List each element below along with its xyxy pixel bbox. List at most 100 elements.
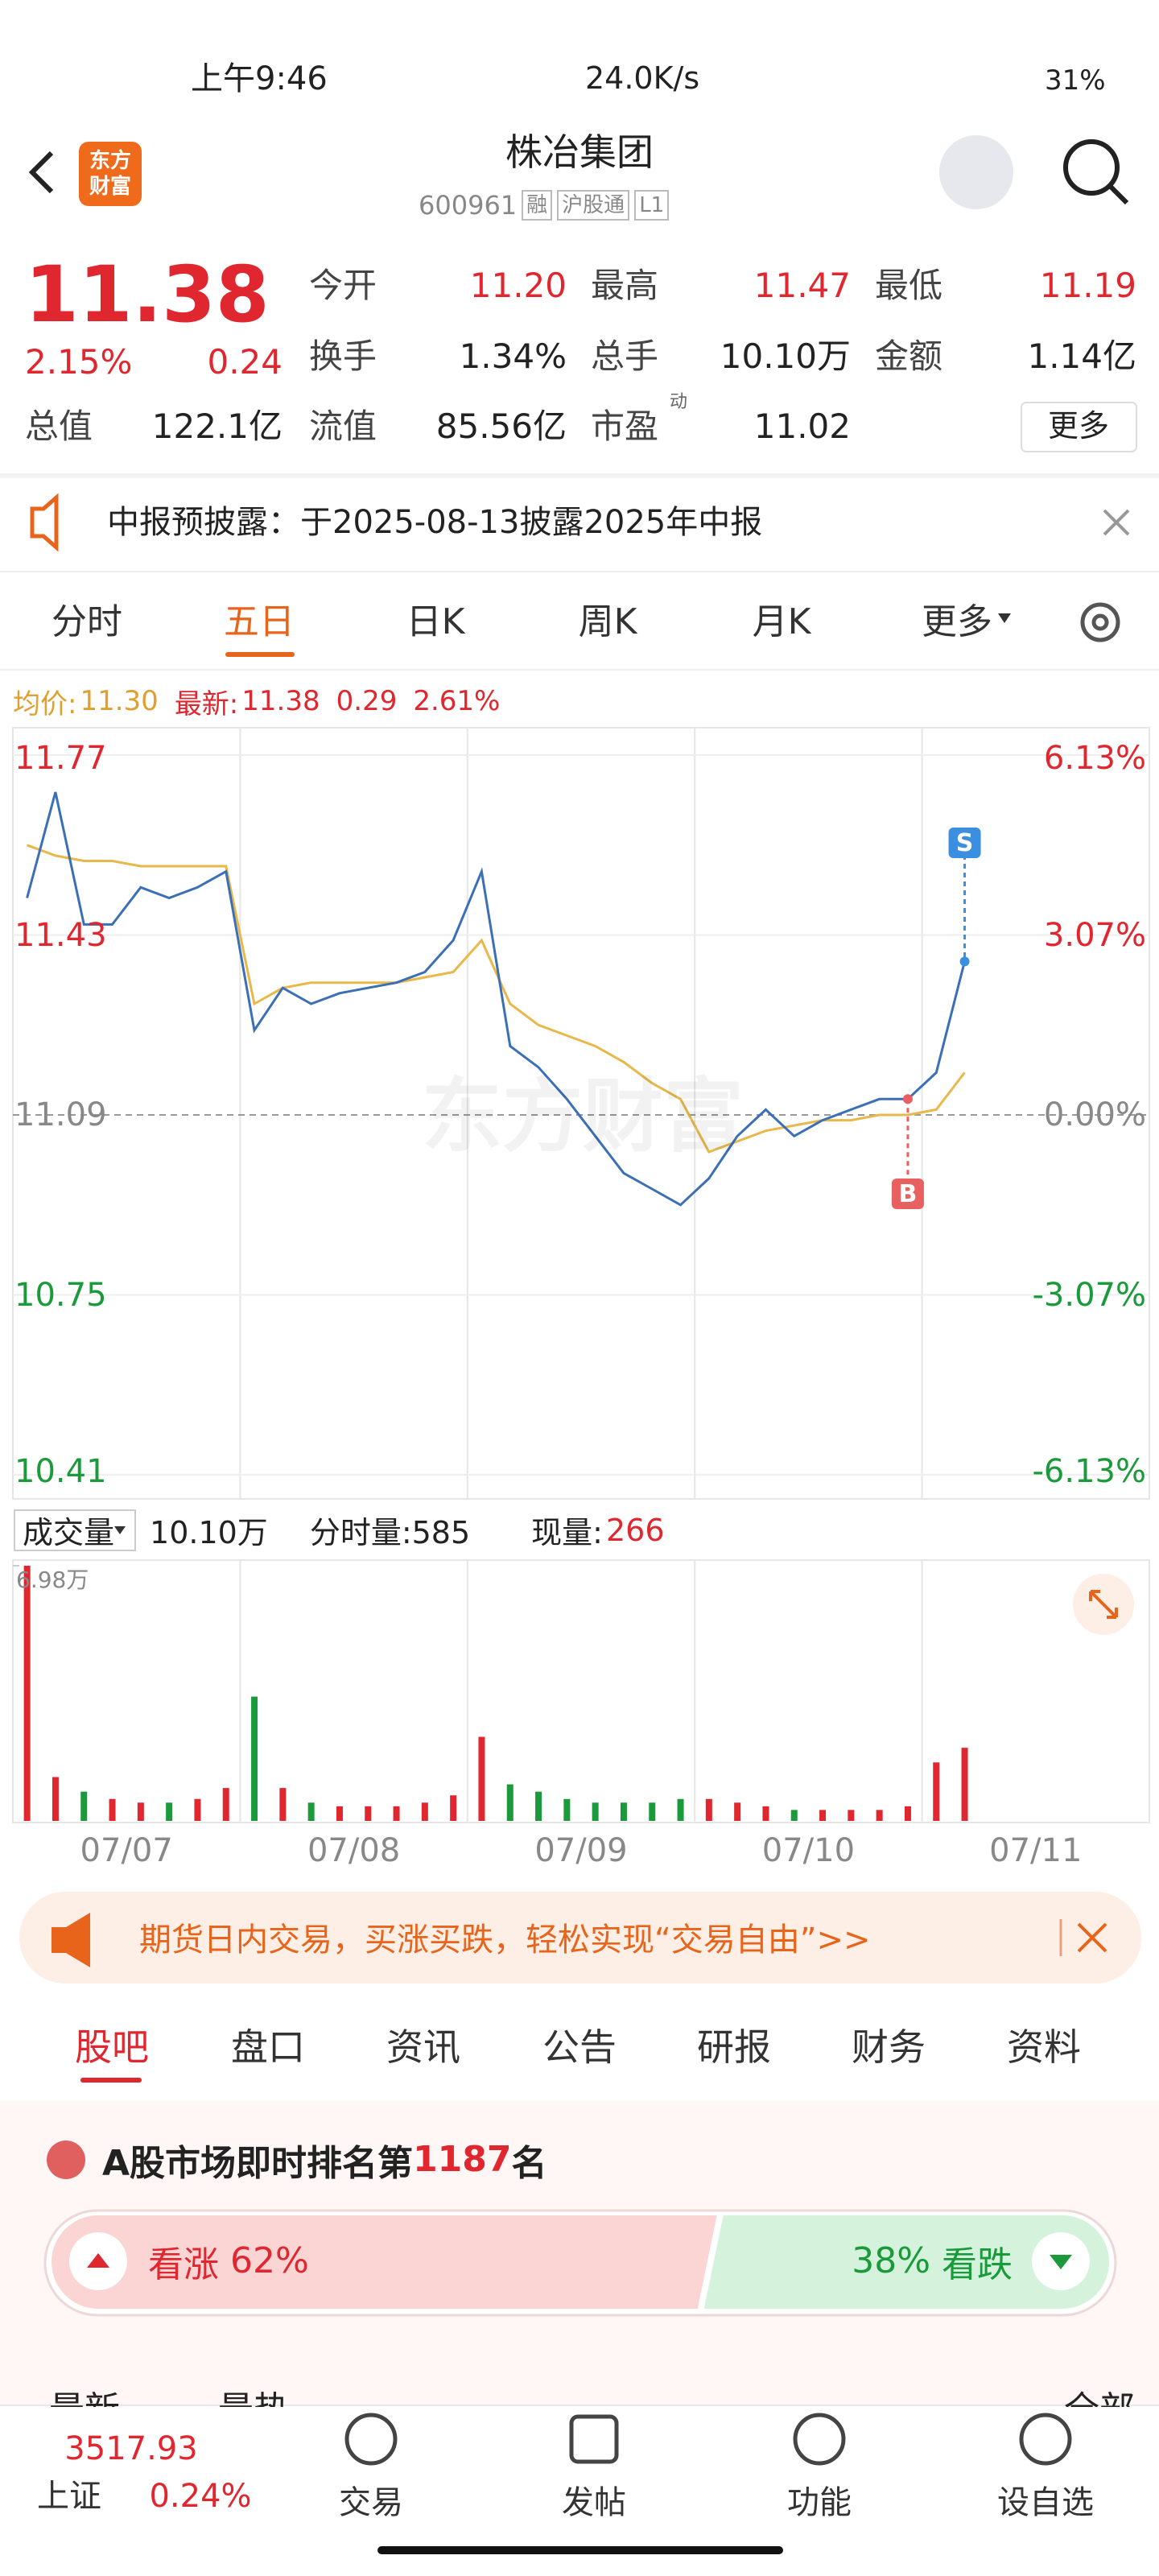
field-label: 流值 <box>309 406 377 446</box>
volume-bar <box>535 1791 542 1821</box>
nav-label[interactable]: 设自选 <box>997 2484 1094 2521</box>
field-value: 11.20 <box>469 265 567 305</box>
volume-bar <box>677 1798 684 1821</box>
x-date-label: 07/07 <box>80 1832 173 1869</box>
stock-tag: 沪股通 <box>557 189 630 221</box>
current-volume: 266 <box>605 1512 665 1548</box>
nav-label[interactable]: 交易 <box>339 2484 403 2521</box>
avg-label: 均价: <box>13 687 77 720</box>
volume-selector[interactable] <box>14 1509 136 1551</box>
bear-bar <box>703 2215 1109 2309</box>
latest-change-pct: 2.61% <box>413 684 501 717</box>
marker-label: B <box>898 1180 918 1208</box>
tab-underline <box>80 2078 142 2083</box>
volume-bar <box>734 1802 741 1821</box>
marker-label: S <box>955 829 974 857</box>
field-label: 金额 <box>875 336 943 376</box>
bull-row: 看涨 62% <box>148 2240 309 2285</box>
tab-underline <box>225 652 295 657</box>
nav-icon[interactable] <box>569 2414 619 2464</box>
settings-icon[interactable] <box>1080 602 1120 642</box>
field-label: 总手 <box>591 336 659 376</box>
news-tab: 资料 <box>1007 2025 1081 2070</box>
volume-bar <box>563 1798 571 1821</box>
speaker-icon <box>30 493 59 552</box>
volume-header: 成交量 10.10万 分时量:585 现量: 266 <box>23 1512 665 1551</box>
total-value: 122.1亿 <box>151 406 283 446</box>
nav-label[interactable]: 功能 <box>787 2484 852 2521</box>
current-label: 现量: <box>531 1515 603 1551</box>
close-icon[interactable] <box>1103 509 1130 536</box>
nav-icon[interactable] <box>793 2413 846 2466</box>
news-tab: 研报 <box>697 2025 771 2070</box>
stock-tag: 融 <box>522 189 553 221</box>
volume-bar <box>80 1791 88 1821</box>
marker-dot <box>959 956 970 967</box>
back-icon[interactable] <box>28 151 54 194</box>
news-tab: 资讯 <box>386 2025 460 2070</box>
latest-value: 11.38 <box>241 684 320 717</box>
dropdown-icon <box>998 613 1011 623</box>
volume-bar <box>307 1802 315 1821</box>
volume-total: 10.10万 <box>150 1515 268 1551</box>
news-tab: 财务 <box>852 2025 926 2070</box>
index-change: 0.24% <box>149 2478 252 2515</box>
field-value: 1.14亿 <box>1027 336 1136 376</box>
news-tab: 股吧 <box>75 2025 149 2070</box>
field-value: 11.19 <box>1039 265 1136 305</box>
volume-bar <box>478 1736 485 1821</box>
field-value: 1.34% <box>459 336 567 376</box>
expand-icon <box>1089 1590 1118 1619</box>
x-date-label: 07/08 <box>307 1832 401 1869</box>
volume-bar <box>421 1802 428 1821</box>
bull-pct: 62% <box>230 2240 309 2282</box>
last-price: 11.38 <box>25 250 270 341</box>
latest-change: 0.29 <box>336 684 398 717</box>
search-icon[interactable] <box>1063 139 1120 196</box>
banner-bg[interactable] <box>19 1892 1141 1984</box>
avg-line <box>27 844 966 1154</box>
more-button-text: 更多 <box>1047 408 1110 444</box>
volume-bar <box>251 1696 258 1821</box>
y-tick-label: 11.09 <box>14 1096 107 1133</box>
chart-tab: 周K <box>578 601 637 642</box>
nav-icon[interactable] <box>344 2413 398 2466</box>
chart-tab: 月K <box>752 601 811 642</box>
nav-label[interactable]: 发帖 <box>562 2484 626 2521</box>
ranking-suffix: 名 <box>511 2143 547 2184</box>
divider <box>0 473 1159 478</box>
change: 0.24 <box>207 341 283 382</box>
volume-bar <box>279 1788 287 1821</box>
y-pct-label: -6.13% <box>1032 1453 1146 1490</box>
chart-tab: 日K <box>406 601 465 642</box>
close-icon[interactable] <box>1077 1922 1107 1953</box>
y-pct-label: 3.07% <box>1043 916 1146 954</box>
volume-bar <box>876 1810 883 1821</box>
tick-volume: 分时量:585 <box>309 1515 471 1551</box>
avatar[interactable] <box>939 135 1013 209</box>
volume-plot-frame <box>12 1559 1150 1823</box>
pe-note: 动 <box>670 391 688 412</box>
bull-bar <box>52 2215 717 2309</box>
field-value: 11.02 <box>753 406 851 446</box>
volume-bar <box>933 1762 940 1821</box>
more-button[interactable] <box>1021 402 1137 452</box>
news-tab: 公告 <box>542 2025 617 2070</box>
chart-tab: 分时 <box>52 601 122 642</box>
volume-bar <box>592 1802 599 1821</box>
bear-row: 38% 看跌 <box>852 2240 1013 2285</box>
ranking-prefix: A股市场即时排名第 <box>102 2143 414 2184</box>
price-plot-frame <box>12 727 1150 1500</box>
nav-icon[interactable] <box>1019 2413 1072 2466</box>
stock-code-row: 600961 融沪股通 L1 <box>419 189 670 221</box>
home-indicator <box>377 2546 783 2554</box>
index-value: 3517.93 <box>64 2430 198 2467</box>
index-name: 上证 <box>37 2478 101 2515</box>
bull-icon <box>87 2253 109 2268</box>
volume-bar <box>166 1802 173 1821</box>
app-logo-text: 东方财富 <box>89 149 131 199</box>
field-value: 85.56亿 <box>435 406 567 446</box>
watermark: 东方财富 <box>422 1069 744 1163</box>
